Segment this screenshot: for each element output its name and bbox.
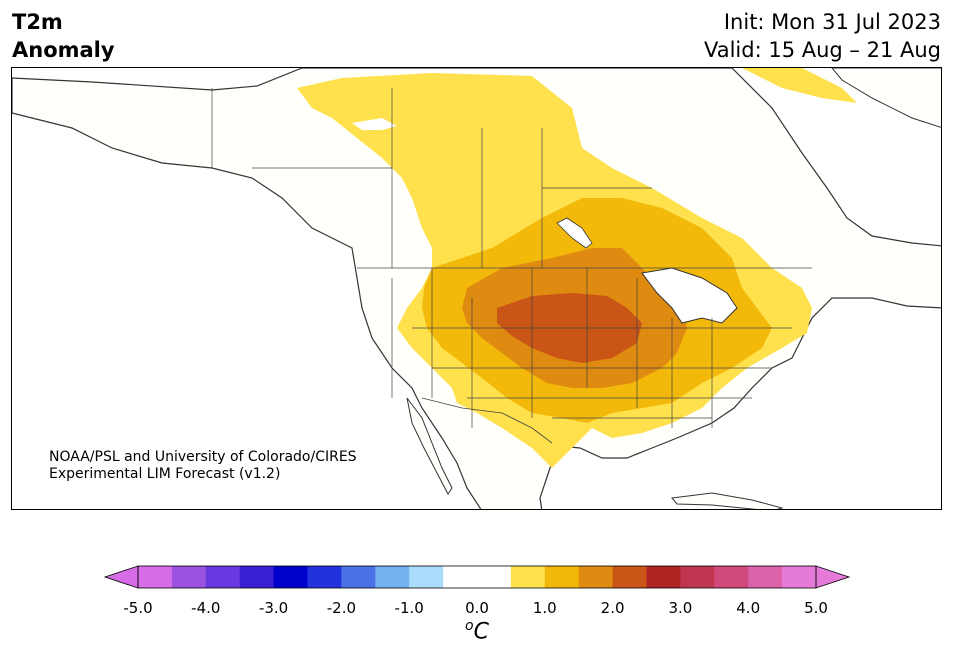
colorbar-over-arrow (816, 566, 849, 588)
colorbar-cell (443, 566, 477, 588)
colorbar-tick-label: -4.0 (191, 599, 220, 617)
colorbar-unit: oC (465, 618, 489, 644)
colorbar-tick-label: 3.0 (668, 599, 692, 617)
colorbar-tick-label: 2.0 (601, 599, 625, 617)
valid-range: Valid: 15 Aug – 21 Aug (704, 36, 941, 64)
colorbar-tick-label: -1.0 (395, 599, 424, 617)
colorbar-tick-label: 0.0 (465, 599, 489, 617)
title-line-1: T2m (12, 8, 115, 36)
colorbar-cell (138, 566, 172, 588)
colorbar-cell (748, 566, 782, 588)
colorbar-cell (240, 566, 274, 588)
colorbar-cell (206, 566, 240, 588)
colorbar-tick-label: 1.0 (533, 599, 557, 617)
colorbar-cell (308, 566, 342, 588)
colorbar-under-arrow (105, 566, 138, 588)
colorbar-tick-label: -5.0 (123, 599, 152, 617)
colorbar-tick-label: 5.0 (804, 599, 828, 617)
map-title: T2m Anomaly (12, 8, 115, 64)
title-line-2: Anomaly (12, 36, 115, 64)
colorbar-cell (409, 566, 443, 588)
colorbar-tick-label: 4.0 (736, 599, 760, 617)
colorbar-cells (138, 566, 817, 588)
colorbar-cell (375, 566, 409, 588)
colorbar (104, 565, 850, 597)
colorbar-cell (613, 566, 647, 588)
unit-letter: C (474, 619, 489, 644)
colorbar-cell (341, 566, 375, 588)
attribution-line-2: Experimental LIM Forecast (v1.2) (49, 466, 357, 483)
unit-degree: o (465, 618, 474, 634)
attribution-line-1: NOAA/PSL and University of Colorado/CIRE… (49, 449, 357, 466)
colorbar-cell (680, 566, 714, 588)
colorbar-cell (477, 566, 511, 588)
colorbar-tick-label: -3.0 (259, 599, 288, 617)
colorbar-cell (172, 566, 206, 588)
colorbar-cell (579, 566, 613, 588)
anomaly-map (11, 67, 942, 510)
colorbar-cell (647, 566, 681, 588)
attribution: NOAA/PSL and University of Colorado/CIRE… (49, 449, 357, 483)
colorbar-cell (274, 566, 308, 588)
forecast-dates: Init: Mon 31 Jul 2023 Valid: 15 Aug – 21… (704, 8, 941, 64)
init-date: Init: Mon 31 Jul 2023 (704, 8, 941, 36)
colorbar-tick-label: -2.0 (327, 599, 356, 617)
map-canvas (12, 68, 942, 510)
colorbar-cell (545, 566, 579, 588)
colorbar-cell (782, 566, 816, 588)
colorbar-cell (511, 566, 545, 588)
colorbar-cell (714, 566, 748, 588)
